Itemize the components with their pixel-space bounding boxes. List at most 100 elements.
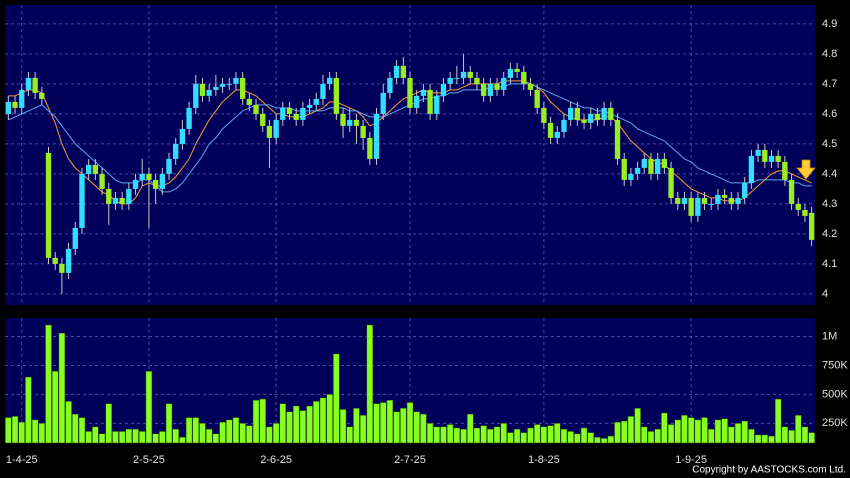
volume-bar xyxy=(741,420,748,444)
candle-body xyxy=(360,125,366,138)
volume-bar xyxy=(51,370,59,444)
candle-body xyxy=(92,164,99,174)
volume-bar xyxy=(781,426,789,444)
x-tick-label: 1-4-25 xyxy=(6,454,38,466)
candle-body xyxy=(286,107,293,114)
candle-body xyxy=(628,173,634,180)
volume-bar xyxy=(38,423,46,444)
volume-bar xyxy=(420,413,427,444)
candle-body xyxy=(588,113,594,123)
volume-bar xyxy=(386,399,394,444)
candle-body xyxy=(574,107,581,120)
y-tick-label: 4.4 xyxy=(822,168,837,180)
volume-bar xyxy=(185,417,193,444)
volume-tick-label: 250K xyxy=(822,417,848,429)
volume-bar xyxy=(480,425,487,444)
x-tick-label: 1-8-25 xyxy=(528,454,560,466)
volume-bar xyxy=(694,419,702,444)
candle-body xyxy=(152,179,159,189)
volume-bar xyxy=(78,417,86,444)
volume-bar xyxy=(306,405,313,444)
volume-bar xyxy=(594,436,601,444)
volume-bar xyxy=(426,423,434,444)
candle-body xyxy=(186,107,192,129)
candle-body xyxy=(380,92,386,114)
volume-bar xyxy=(272,423,280,444)
volume-bar xyxy=(92,426,99,444)
candle-body xyxy=(507,68,514,78)
volume-bar xyxy=(634,408,641,444)
volume-bar xyxy=(647,431,655,444)
volume-tick-label: 1M xyxy=(822,330,837,342)
candle-body xyxy=(112,197,119,204)
candle-body xyxy=(5,101,12,114)
candle-body xyxy=(306,104,313,108)
volume-bar xyxy=(172,428,179,444)
volume-tick-label: 750K xyxy=(822,359,848,371)
candle-body xyxy=(12,101,18,108)
candle-body xyxy=(132,179,139,189)
candle-body xyxy=(480,83,487,96)
candle-body xyxy=(387,77,393,93)
candle-body xyxy=(460,71,467,78)
volume-bar xyxy=(527,427,534,444)
candle-body xyxy=(735,197,741,204)
candle-body xyxy=(715,194,721,204)
volume-bar xyxy=(25,376,32,444)
volume-bar xyxy=(600,438,608,444)
volume-bar xyxy=(487,428,494,444)
candle-body xyxy=(547,122,554,138)
candle-body xyxy=(434,95,440,114)
candle-body xyxy=(246,98,253,105)
candle-body xyxy=(634,167,641,174)
volume-bar xyxy=(473,427,481,444)
candle-body xyxy=(695,197,701,216)
candle-body xyxy=(400,65,406,78)
candle-body xyxy=(494,83,500,90)
volume-bar xyxy=(614,421,621,444)
x-tick-label: 2-5-25 xyxy=(133,454,165,466)
volume-bar xyxy=(259,398,266,444)
volume-bar xyxy=(5,417,12,444)
volume-bar xyxy=(299,410,307,444)
volume-bar xyxy=(333,353,340,444)
volume-bar xyxy=(313,401,320,444)
candle-body xyxy=(45,152,52,258)
candle-body xyxy=(373,113,380,159)
volume-bar xyxy=(661,412,668,444)
volume-bar xyxy=(205,428,213,444)
candle-body xyxy=(193,83,199,108)
candle-body xyxy=(99,173,105,189)
volume-bar xyxy=(58,332,66,444)
candle-body xyxy=(708,203,714,205)
candle-body xyxy=(273,119,279,138)
candle-body xyxy=(594,113,601,120)
candle-body xyxy=(534,89,540,108)
volume-bar xyxy=(232,417,240,444)
candle-body xyxy=(313,98,319,105)
candle-body xyxy=(79,173,85,228)
candle-body xyxy=(681,197,688,204)
volume-bar xyxy=(707,428,715,444)
y-tick-label: 4.1 xyxy=(822,258,837,270)
volume-bar xyxy=(520,432,528,444)
volume-bar xyxy=(105,403,113,444)
candle-body xyxy=(106,188,112,204)
candle-body xyxy=(487,83,494,96)
candle-body xyxy=(514,68,520,72)
volume-bar xyxy=(728,426,735,444)
volume-bar xyxy=(460,428,467,444)
candle-body xyxy=(65,248,72,273)
candle-body xyxy=(25,77,32,90)
volume-bar xyxy=(379,402,387,444)
volume-bar xyxy=(72,413,79,444)
volume-bar xyxy=(701,417,708,444)
candle-body xyxy=(420,89,427,96)
y-tick-label: 4.7 xyxy=(822,78,837,90)
candle-body xyxy=(755,149,761,156)
candle-body xyxy=(527,83,534,90)
volume-bar xyxy=(45,324,52,444)
candle-body xyxy=(126,188,132,204)
volume-bar xyxy=(761,434,769,444)
candle-body xyxy=(320,83,326,99)
